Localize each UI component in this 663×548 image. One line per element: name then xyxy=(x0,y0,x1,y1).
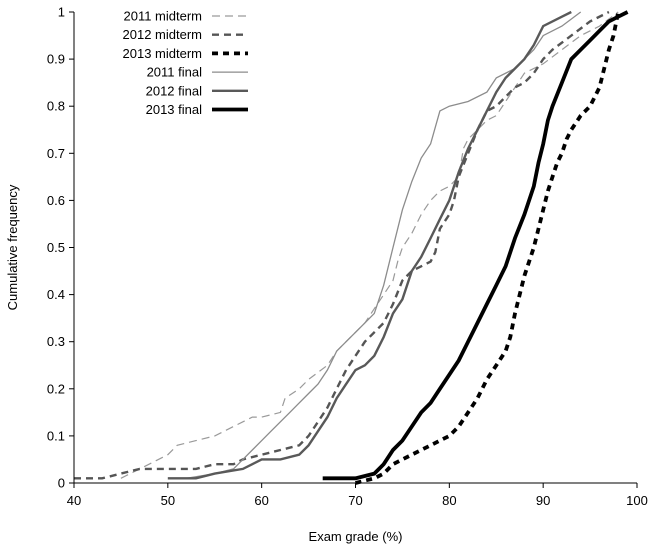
x-tick-label: 90 xyxy=(536,493,550,508)
series-line-4 xyxy=(167,10,572,480)
y-tick-label: 0.4 xyxy=(47,287,65,302)
x-tick-label: 70 xyxy=(348,493,362,508)
y-tick-label: 1 xyxy=(58,5,65,20)
legend-label: 2013 midterm xyxy=(123,46,202,61)
x-tick-label: 100 xyxy=(626,493,648,508)
plot-area xyxy=(74,10,629,485)
x-axis-title: Exam grade (%) xyxy=(309,529,403,544)
y-tick-label: 0.5 xyxy=(47,240,65,255)
y-tick-label: 0 xyxy=(58,476,65,491)
y-tick-label: 0.2 xyxy=(47,381,65,396)
legend-label: 2011 final xyxy=(147,65,203,80)
legend-label: 2012 final xyxy=(146,83,202,98)
x-tick-label: 60 xyxy=(254,493,268,508)
y-tick-label: 0.7 xyxy=(47,146,65,161)
series-line-3 xyxy=(186,11,582,479)
x-tick-label: 50 xyxy=(161,493,175,508)
x-tick-label: 80 xyxy=(442,493,456,508)
y-axis-title: Cumulative frequency xyxy=(5,184,20,310)
x-tick-label: 40 xyxy=(67,493,81,508)
series-line-2 xyxy=(355,11,621,485)
series-line-5 xyxy=(322,10,629,481)
legend-label: 2013 final xyxy=(146,102,202,117)
legend: 2011 midterm 2012 midterm 2013 midterm 2011… xyxy=(123,9,248,117)
y-tick-label: 0.8 xyxy=(47,99,65,114)
series-line-1 xyxy=(74,10,610,480)
legend-label: 2012 midterm xyxy=(123,27,202,42)
legend-label: 2011 midterm xyxy=(123,9,202,24)
y-tick-label: 0.9 xyxy=(47,52,65,67)
y-tick-label: 0.3 xyxy=(47,334,65,349)
y-tick-label: 0.6 xyxy=(47,193,65,208)
axes: 40 50 60 70 80 90 100 0 0.1 0.2 0.3 0.4 0.5 0.6 0.7 0.8… xyxy=(47,5,648,509)
series-line-0 xyxy=(120,11,619,479)
y-tick-label: 0.1 xyxy=(47,428,65,443)
